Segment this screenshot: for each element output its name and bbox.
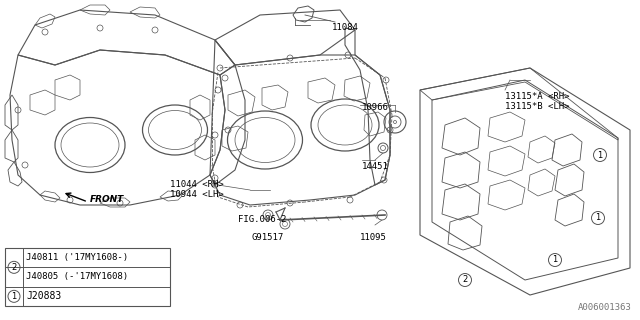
Text: 2: 2: [12, 263, 17, 272]
Text: 11044 <RH>: 11044 <RH>: [170, 180, 224, 189]
Text: J40811 ('17MY1608-): J40811 ('17MY1608-): [26, 253, 128, 262]
Text: 14451: 14451: [362, 162, 389, 171]
Text: 10944 <LH>: 10944 <LH>: [170, 190, 224, 199]
Text: J20883: J20883: [26, 291, 61, 301]
Text: 1: 1: [552, 255, 557, 265]
Text: FIG.006-2: FIG.006-2: [238, 215, 286, 224]
Circle shape: [8, 290, 20, 302]
Text: J40805 (-'17MY1608): J40805 (-'17MY1608): [26, 273, 128, 282]
Circle shape: [8, 261, 20, 273]
Text: G91517: G91517: [252, 233, 284, 242]
Text: 11084: 11084: [332, 23, 359, 32]
Text: 1: 1: [12, 292, 17, 301]
FancyBboxPatch shape: [5, 248, 170, 306]
Text: 10966: 10966: [362, 103, 389, 112]
Text: 13115*A <RH>: 13115*A <RH>: [505, 92, 570, 101]
Text: 11095: 11095: [360, 233, 387, 242]
Text: FRONT: FRONT: [90, 196, 124, 204]
Text: 2: 2: [462, 276, 468, 284]
Text: 13115*B <LH>: 13115*B <LH>: [505, 102, 570, 111]
Text: 1: 1: [595, 213, 600, 222]
Text: A006001363: A006001363: [579, 303, 632, 312]
Text: 1: 1: [597, 150, 603, 159]
